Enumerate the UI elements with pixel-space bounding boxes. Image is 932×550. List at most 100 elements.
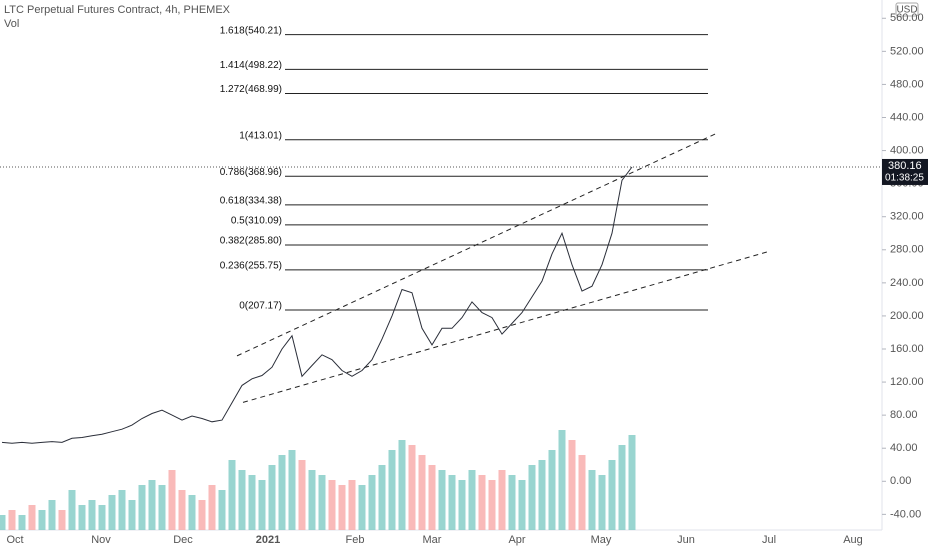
volume-bar bbox=[38, 510, 46, 530]
volume-bar bbox=[298, 460, 306, 530]
volume-bar bbox=[358, 485, 366, 530]
y-tick-label: 160.00 bbox=[890, 343, 924, 355]
fib-label: 1(413.01) bbox=[239, 130, 282, 141]
volume-bar bbox=[388, 450, 396, 530]
volume-bar bbox=[518, 480, 526, 530]
volume-bar bbox=[398, 440, 406, 530]
volume-bar bbox=[548, 450, 556, 530]
volume-bar bbox=[178, 490, 186, 530]
countdown: 01:38:25 bbox=[885, 173, 924, 184]
volume-bar bbox=[228, 460, 236, 530]
volume-bar bbox=[498, 470, 506, 530]
volume-bar bbox=[188, 495, 196, 530]
trend-line bbox=[242, 250, 771, 403]
volume-bar bbox=[578, 455, 586, 530]
y-tick-label: 0.00 bbox=[890, 475, 911, 487]
last-price: 380.16 bbox=[888, 160, 922, 172]
volume-bar bbox=[148, 480, 156, 530]
volume-bar bbox=[288, 450, 296, 530]
volume-bar bbox=[0, 515, 6, 530]
volume-bar bbox=[568, 440, 576, 530]
x-tick-label: 2021 bbox=[256, 534, 280, 546]
x-tick-label: Jun bbox=[677, 534, 695, 546]
y-tick-label: 120.00 bbox=[890, 376, 924, 388]
volume-bar bbox=[48, 500, 56, 530]
volume-bar bbox=[378, 465, 386, 530]
volume-bar bbox=[78, 505, 86, 530]
x-tick-label: Feb bbox=[346, 534, 365, 546]
volume-bar bbox=[538, 460, 546, 530]
y-tick-label: 40.00 bbox=[890, 442, 918, 454]
volume-bar bbox=[108, 495, 116, 530]
volume-bar bbox=[18, 515, 26, 530]
currency-box[interactable] bbox=[895, 2, 919, 17]
volume-bar bbox=[598, 475, 606, 530]
price-line bbox=[1, 166, 633, 444]
x-tick-label: Nov bbox=[91, 534, 111, 546]
y-tick-label: 520.00 bbox=[890, 45, 924, 57]
y-tick-label: 480.00 bbox=[890, 78, 924, 90]
fib-label: 0.236(255.75) bbox=[220, 260, 282, 271]
x-tick-label: Apr bbox=[508, 534, 525, 546]
y-tick-label: 280.00 bbox=[890, 244, 924, 256]
x-tick-label: May bbox=[591, 534, 612, 546]
volume-bar bbox=[68, 490, 76, 530]
y-tick-label: -40.00 bbox=[890, 508, 921, 520]
volume-bar bbox=[328, 480, 336, 530]
fib-label: 0(207.17) bbox=[239, 301, 282, 312]
fib-label: 0.5(310.09) bbox=[231, 216, 282, 227]
volume-bar bbox=[138, 485, 146, 530]
y-tick-label: 240.00 bbox=[890, 277, 924, 289]
volume-bar bbox=[478, 475, 486, 530]
currency[interactable]: USD bbox=[896, 5, 917, 16]
volume-bar bbox=[158, 485, 166, 530]
volume-bar bbox=[428, 465, 436, 530]
volume-bar bbox=[278, 455, 286, 530]
volume-bar bbox=[88, 500, 96, 530]
volume-bar bbox=[628, 435, 636, 530]
volume-bar bbox=[98, 505, 106, 530]
volume-bar bbox=[258, 480, 266, 530]
volume-bar bbox=[418, 455, 426, 530]
y-tick-label: 400.00 bbox=[890, 144, 924, 156]
x-tick-label: Mar bbox=[423, 534, 442, 546]
y-tick-label: 440.00 bbox=[890, 111, 924, 123]
volume-bar bbox=[488, 480, 496, 530]
x-tick-label: Oct bbox=[6, 534, 23, 546]
volume-bar bbox=[238, 470, 246, 530]
volume-bar bbox=[408, 445, 416, 530]
last-price-box bbox=[882, 158, 928, 185]
volume-bar bbox=[338, 485, 346, 530]
volume-bar bbox=[438, 470, 446, 530]
volume-bar bbox=[208, 485, 216, 530]
fib-label: 0.618(334.38) bbox=[220, 195, 282, 206]
volume-bar bbox=[318, 475, 326, 530]
volume-bar bbox=[608, 460, 616, 530]
volume-bar bbox=[268, 465, 276, 530]
fib-label: 0.786(368.96) bbox=[220, 167, 282, 178]
volume-bar bbox=[618, 445, 626, 530]
volume-bar bbox=[218, 490, 226, 530]
volume-bar bbox=[308, 470, 316, 530]
x-tick-label: Aug bbox=[843, 534, 863, 546]
fib-label: 0.382(285.80) bbox=[220, 236, 282, 247]
volume-bar bbox=[528, 465, 536, 530]
volume-bar bbox=[128, 500, 136, 530]
volume-bar bbox=[368, 475, 376, 530]
fib-label: 1.272(468.99) bbox=[220, 84, 282, 95]
volume-bar bbox=[448, 475, 456, 530]
volume-bar bbox=[348, 480, 356, 530]
fib-label: 1.618(540.21) bbox=[220, 25, 282, 36]
y-tick-label: 560.00 bbox=[890, 12, 924, 24]
volume-bar bbox=[248, 475, 256, 530]
volume-label: Vol bbox=[4, 18, 19, 30]
volume-bar bbox=[198, 500, 206, 530]
fib-label: 1.414(498.22) bbox=[220, 60, 282, 71]
volume-bar bbox=[28, 505, 36, 530]
volume-bar bbox=[58, 510, 66, 530]
volume-bar bbox=[468, 470, 476, 530]
y-tick-label: 200.00 bbox=[890, 310, 924, 322]
volume-bar bbox=[508, 475, 516, 530]
